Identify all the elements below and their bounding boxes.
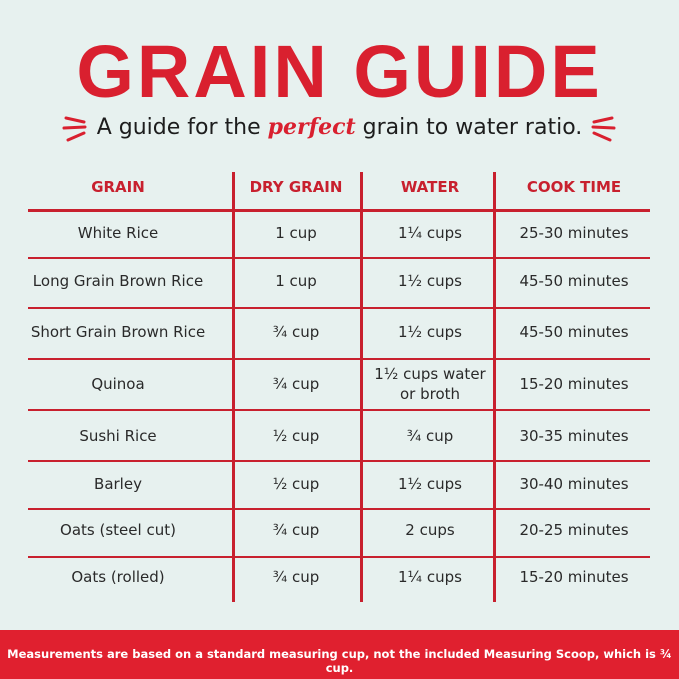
table-cell: Oats (steel cut) (60, 521, 176, 539)
table-cell: 2 cups (405, 521, 455, 539)
table-cell: 1¼ cups (398, 568, 462, 586)
table-cell: ¾ cup (272, 521, 320, 539)
title: GRAIN GUIDE (76, 30, 603, 113)
table-cell: 30-40 minutes (519, 475, 629, 493)
row-rule (28, 508, 650, 510)
table-cell: 45-50 minutes (519, 272, 629, 290)
column-header: DRY GRAIN (249, 178, 343, 196)
table-cell: 1 cup (275, 272, 317, 290)
table-cell: ¾ cup (272, 375, 320, 393)
table-cell: Sushi Rice (79, 427, 157, 445)
table-cell: 20-25 minutes (519, 521, 629, 539)
table-cell: ¾ cup (406, 427, 454, 445)
table-cell: ½ cup (272, 427, 320, 445)
table-cell: ¾ cup (272, 568, 320, 586)
row-rule (28, 358, 650, 360)
table-cell: 30-35 minutes (519, 427, 629, 445)
subtitle-emphasis: perfect (267, 114, 356, 140)
row-rule (28, 257, 650, 259)
footer-bar (0, 630, 679, 679)
column-rule (360, 172, 363, 602)
table-cell: Barley (94, 475, 142, 493)
header-rule (28, 209, 650, 212)
table-cell: 1½ cups (398, 475, 462, 493)
table-cell: 1¼ cups (398, 224, 462, 242)
table-cell: Long Grain Brown Rice (32, 272, 204, 290)
table-cell: Oats (rolled) (71, 568, 165, 586)
table-cell: Quinoa (91, 375, 145, 393)
column-header: GRAIN (91, 178, 145, 196)
table-cell: 1½ cups water or broth (374, 365, 486, 403)
footer-note: Measurements are based on a standard mea… (7, 647, 672, 675)
subtitle-text: grain to water ratio. (355, 115, 583, 140)
column-header: COOK TIME (526, 178, 622, 196)
table-cell: 15-20 minutes (519, 375, 629, 393)
column-rule (232, 172, 235, 602)
row-rule (28, 307, 650, 309)
table-cell: White Rice (77, 224, 159, 242)
row-rule (28, 556, 650, 558)
table-cell: 1½ cups (398, 272, 462, 290)
subtitle-text: A guide for the (96, 115, 268, 140)
column-header: WATER (400, 178, 460, 196)
subtitle: A guide for the perfect grain to water r… (0, 112, 679, 143)
table-cell: 1 cup (275, 224, 317, 242)
table-cell: 25-30 minutes (519, 224, 629, 242)
table-cell: 45-50 minutes (519, 323, 629, 341)
row-rule (28, 460, 650, 462)
table-cell: 15-20 minutes (519, 568, 629, 586)
row-rule (28, 409, 650, 411)
table-cell: Short Grain Brown Rice (30, 323, 206, 341)
table-cell: 1½ cups (398, 323, 462, 341)
table-cell: ½ cup (272, 475, 320, 493)
column-rule (493, 172, 496, 602)
table-cell: ¾ cup (272, 323, 320, 341)
